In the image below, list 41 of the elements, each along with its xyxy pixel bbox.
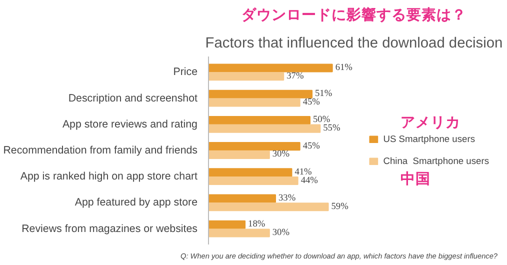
bar	[208, 90, 313, 98]
legend-label: US Smartphone users	[383, 134, 475, 144]
y-tick-label: Recommendation from family and friends	[3, 144, 198, 156]
data-label: 59%	[331, 202, 349, 212]
text: アメリカ	[400, 114, 460, 131]
data-label: 50%	[313, 115, 330, 126]
bar	[208, 228, 270, 238]
y-tick-label: Description and screenshot	[68, 92, 198, 104]
y-tick-label: App store reviews and rating	[62, 118, 198, 130]
data-label: 37%	[286, 71, 304, 82]
legend-label: China Smartphone users	[383, 156, 489, 166]
data-label: 45%	[302, 141, 320, 152]
data-label: 30%	[272, 228, 290, 238]
data-label: 33%	[278, 194, 296, 204]
bar	[208, 72, 284, 81]
y-tick-label: App is ranked high on app store chart	[20, 170, 198, 183]
bar	[208, 194, 276, 203]
bar	[208, 176, 298, 186]
text: 中国	[400, 170, 430, 188]
data-label: 51%	[315, 89, 332, 100]
y-tick-label: Price	[173, 66, 198, 78]
data-label: 18%	[248, 220, 266, 230]
y-tick-label: App featured by app store	[74, 196, 198, 209]
bar	[208, 124, 321, 133]
data-label: 44%	[300, 176, 318, 186]
bar	[208, 202, 329, 212]
chart-subtitle: Factors that influenced the download decision	[205, 36, 503, 52]
data-label: 30%	[272, 150, 290, 160]
data-label: 45%	[302, 97, 320, 108]
bar	[208, 98, 300, 107]
y-tick-label: Reviews from magazines or websites	[22, 222, 198, 235]
chart-title: ダウンロードに影響する要素は？	[242, 6, 466, 24]
data-label: 61%	[335, 62, 353, 73]
bar	[208, 142, 300, 151]
bar	[208, 116, 310, 124]
data-label: 55%	[323, 124, 340, 134]
bar	[208, 168, 292, 177]
data-label: 41%	[294, 167, 312, 178]
bar	[208, 150, 270, 159]
bar	[208, 220, 246, 229]
bar	[208, 64, 333, 72]
